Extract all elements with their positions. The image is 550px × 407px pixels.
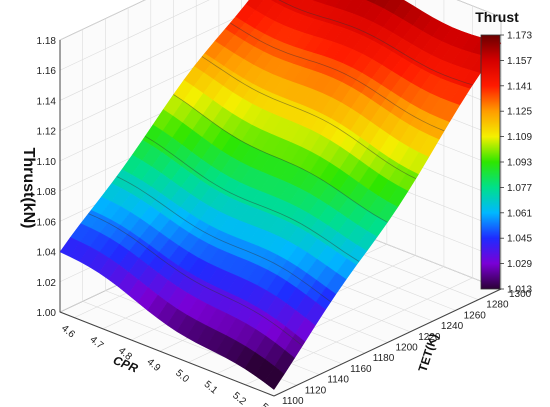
colorbar-tick-label: 1.141 xyxy=(507,81,532,92)
colorbar: Thrust 1.013 1.029 1.045 1.061 1.077 1.093 1.1… xyxy=(475,9,532,296)
z-axis-title: Thrust(kN) xyxy=(20,148,37,229)
z-tick-label: 1.10 xyxy=(37,157,57,168)
z-tick-label: 1.08 xyxy=(37,187,57,198)
colorbar-tick-label: 1.061 xyxy=(507,208,532,219)
contour-line xyxy=(88,213,303,347)
grid-line xyxy=(456,0,502,18)
y-tick-label: 1280 xyxy=(486,300,509,311)
z-tick-label: 1.02 xyxy=(37,278,57,289)
thrust-surface xyxy=(59,0,502,390)
z-tick-label: 1.06 xyxy=(37,217,57,228)
contour-line xyxy=(173,94,388,223)
x-tick-label: 4.7 xyxy=(88,334,106,352)
z-tick-label: 1.16 xyxy=(37,66,57,77)
surface-facet xyxy=(263,366,285,390)
contour-line xyxy=(278,0,473,86)
y-tick-label: 1220 xyxy=(418,332,441,343)
x-tick-label: 5.2 xyxy=(230,390,248,407)
y-tick-label: 1200 xyxy=(396,343,419,354)
x-tick-label: 5.0 xyxy=(173,368,191,386)
x-tick-label: 4.9 xyxy=(145,357,163,375)
y-tick-label: 1260 xyxy=(464,310,487,321)
grid-line xyxy=(59,0,146,41)
x-tick-label: 5.3 xyxy=(259,401,277,407)
z-tick-label: 1.12 xyxy=(37,127,57,138)
colorbar-title: Thrust xyxy=(475,9,519,25)
z-tick-label: 1.00 xyxy=(37,308,57,319)
axis-line xyxy=(59,311,275,397)
z-tick-label: 1.04 xyxy=(37,248,57,259)
colorbar-tick-label: 1.093 xyxy=(507,158,532,169)
y-tick-label: 1120 xyxy=(305,385,327,396)
z-tick-label: 1.14 xyxy=(37,96,57,107)
contour-line xyxy=(201,56,417,179)
colorbar-tick-label: 1.109 xyxy=(507,132,532,143)
contour-line xyxy=(230,22,445,132)
y-tick-label: 1180 xyxy=(373,353,395,364)
y-tick-label: 1140 xyxy=(327,375,349,386)
colorbar-ramp xyxy=(480,34,501,290)
x-axis-title: CPR xyxy=(111,353,140,376)
colorbar-tick-label: 1.029 xyxy=(507,259,532,270)
y-tick-label: 1300 xyxy=(509,289,532,300)
axis-line xyxy=(273,288,502,397)
contour-lines xyxy=(88,0,473,347)
contour-line xyxy=(116,176,332,303)
y-tick-label: 1160 xyxy=(350,364,372,375)
x-tick-label: 5.1 xyxy=(202,379,220,397)
colorbar-tick-label: 1.045 xyxy=(507,234,532,245)
colorbar-tick-label: 1.125 xyxy=(507,107,532,118)
y-tick-label: 1240 xyxy=(441,321,464,332)
colorbar-tick-label: 1.077 xyxy=(507,183,532,194)
y-tick-label: 1100 xyxy=(282,396,304,407)
colorbar-ticks: 1.013 1.029 1.045 1.061 1.077 1.093 1.109 1.125… xyxy=(500,31,532,296)
colorbar-tick-label: 1.013 xyxy=(507,285,532,296)
contour-line xyxy=(144,135,360,262)
colorbar-tick-label: 1.157 xyxy=(507,56,532,67)
z-tick-label: 1.18 xyxy=(37,36,57,47)
x-tick-label: 4.6 xyxy=(59,323,77,341)
colorbar-tick-label: 1.173 xyxy=(507,31,532,42)
